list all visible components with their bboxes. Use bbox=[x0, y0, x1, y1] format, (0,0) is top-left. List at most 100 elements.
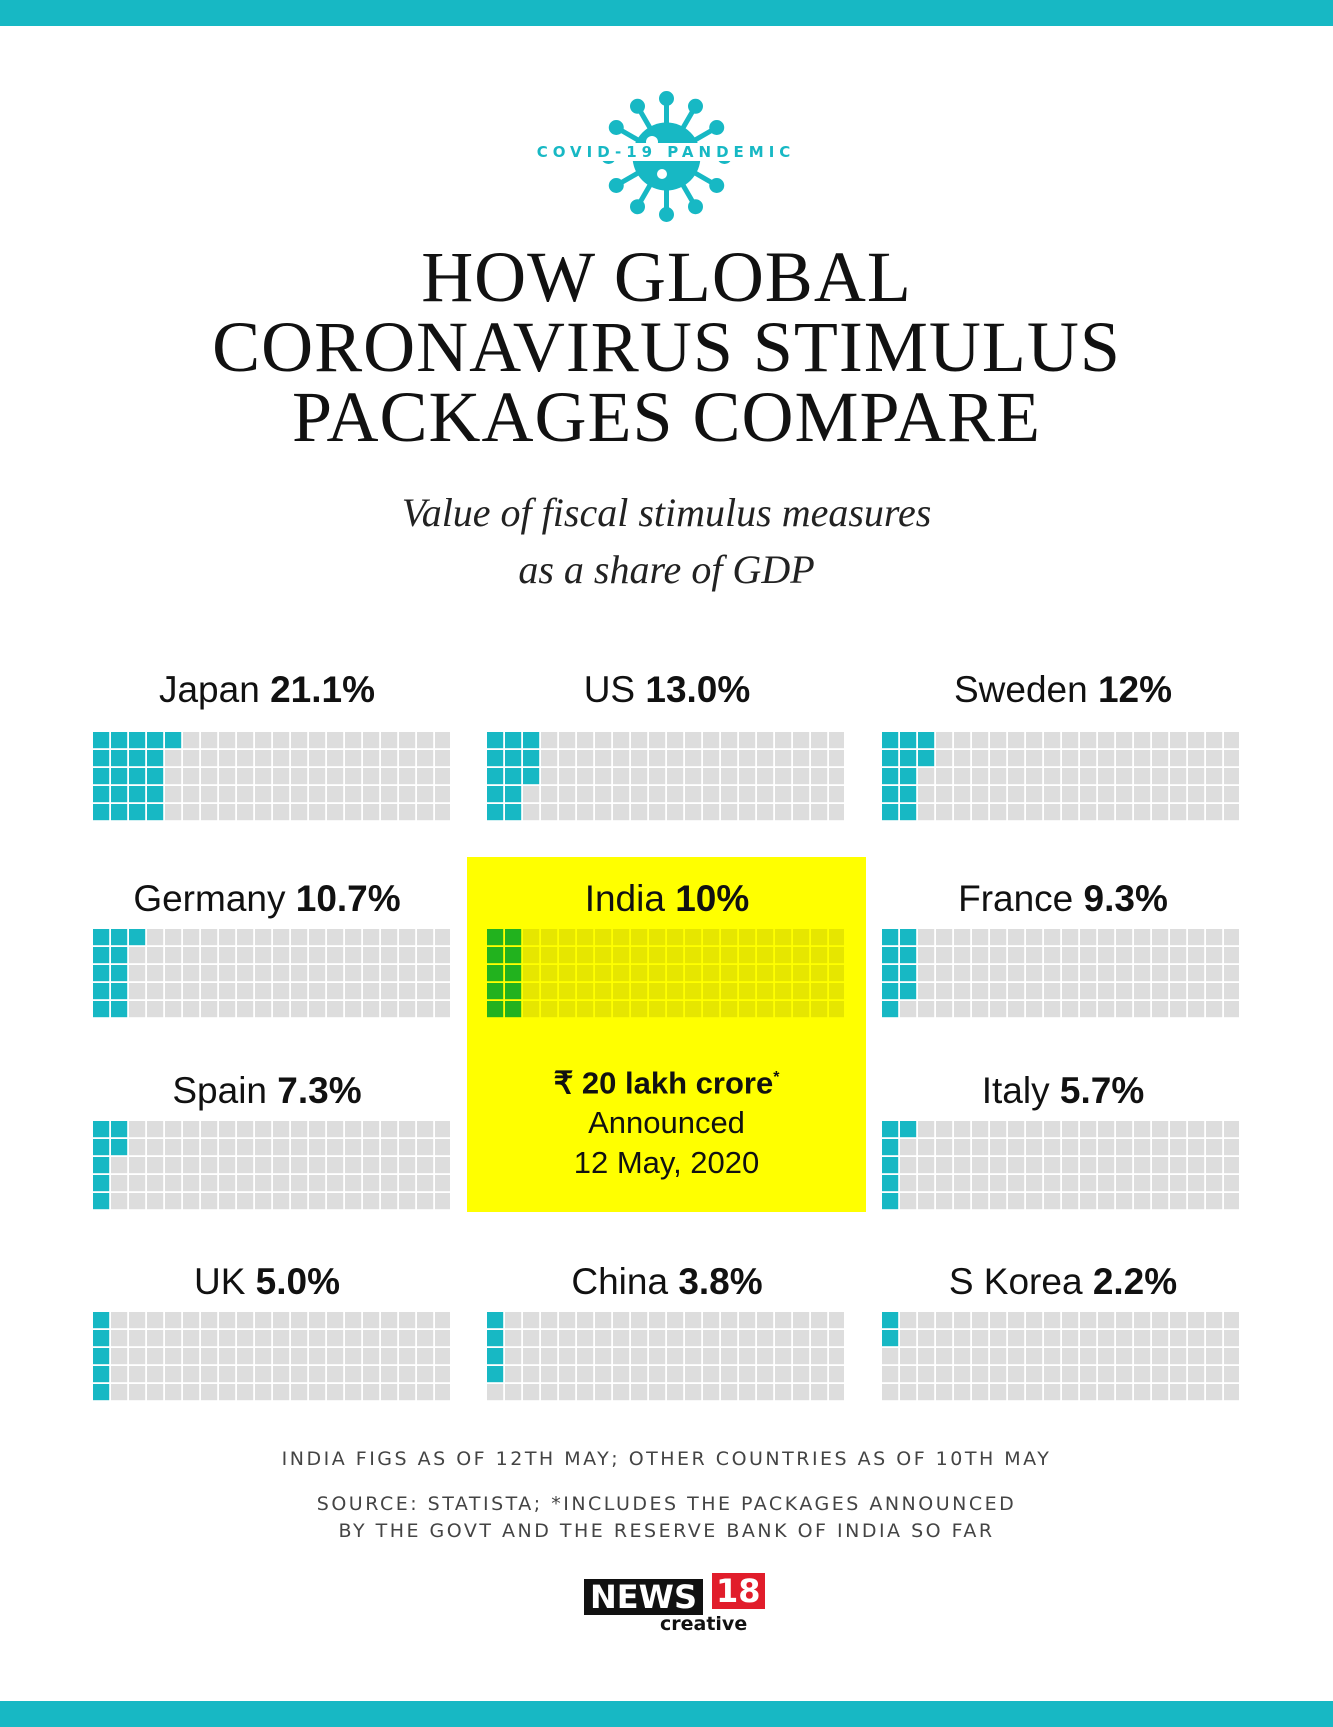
waffle-cell-china-empty bbox=[649, 1330, 666, 1347]
waffle-cell-italy-empty bbox=[1008, 1193, 1025, 1210]
waffle-cell-france-empty bbox=[1206, 965, 1223, 982]
waffle-cell-s-korea-empty bbox=[1224, 1384, 1239, 1401]
waffle-cell-italy-empty bbox=[972, 1139, 989, 1156]
waffle-cell-china-empty bbox=[685, 1384, 702, 1401]
waffle-cell-uk-empty bbox=[129, 1366, 146, 1383]
waffle-cell-s-korea-empty bbox=[1080, 1312, 1097, 1329]
waffle-cell-italy-empty bbox=[1134, 1139, 1151, 1156]
label-france: France 9.3% bbox=[958, 878, 1168, 919]
waffle-cell-japan-empty bbox=[417, 750, 434, 767]
waffle-cell-japan-empty bbox=[183, 750, 200, 767]
waffle-cell-sweden-empty bbox=[1098, 804, 1115, 821]
waffle-cell-sweden-empty bbox=[954, 768, 971, 785]
waffle-cell-spain-empty bbox=[363, 1157, 380, 1174]
waffle-cell-s-korea-empty bbox=[1152, 1348, 1169, 1365]
waffle-cell-us-filled bbox=[487, 768, 504, 785]
waffle-cell-uk-empty bbox=[381, 1330, 398, 1347]
waffle-cell-germany-empty bbox=[147, 929, 164, 946]
source-line: BY THE GOVT AND THE RESERVE BANK OF INDI… bbox=[338, 1520, 995, 1542]
waffle-cell-sweden-empty bbox=[1026, 804, 1043, 821]
waffle-cell-japan-filled bbox=[111, 750, 128, 767]
waffle-cell-s-korea-empty bbox=[936, 1330, 953, 1347]
waffle-cell-sweden-empty bbox=[990, 750, 1007, 767]
waffle-cell-uk-filled bbox=[93, 1366, 110, 1383]
waffle-cell-spain-empty bbox=[111, 1157, 128, 1174]
waffle-cell-uk-filled bbox=[93, 1312, 110, 1329]
waffle-cell-china-empty bbox=[775, 1384, 792, 1401]
waffle-cell-china-empty bbox=[775, 1366, 792, 1383]
waffle-cell-india-empty bbox=[757, 983, 774, 1000]
waffle-cell-uk-empty bbox=[219, 1330, 236, 1347]
waffle-cell-us-empty bbox=[667, 732, 684, 749]
waffle-cell-italy-empty bbox=[1224, 1175, 1239, 1192]
waffle-cell-germany-empty bbox=[381, 983, 398, 1000]
waffle-cell-china-empty bbox=[793, 1366, 810, 1383]
waffle-cell-italy-empty bbox=[918, 1139, 935, 1156]
waffle-cell-china-empty bbox=[739, 1330, 756, 1347]
waffle-cell-uk-empty bbox=[219, 1312, 236, 1329]
waffle-cell-spain-empty bbox=[147, 1175, 164, 1192]
waffle-cell-sweden-empty bbox=[1152, 732, 1169, 749]
waffle-cell-germany-empty bbox=[201, 947, 218, 964]
waffle-cell-india-empty bbox=[631, 965, 648, 982]
waffle-cell-spain-filled bbox=[111, 1139, 128, 1156]
waffle-cell-india-empty bbox=[757, 965, 774, 982]
waffle-cell-japan-empty bbox=[183, 804, 200, 821]
waffle-cell-japan-empty bbox=[273, 732, 290, 749]
waffle-cell-us-empty bbox=[721, 804, 738, 821]
waffle-cell-germany-empty bbox=[309, 1001, 326, 1018]
waffle-cell-india-empty bbox=[775, 1001, 792, 1018]
waffle-cell-uk-empty bbox=[435, 1384, 450, 1401]
waffle-cell-spain-empty bbox=[309, 1175, 326, 1192]
waffle-cell-uk-empty bbox=[327, 1348, 344, 1365]
waffle-cell-spain-empty bbox=[237, 1193, 254, 1210]
waffle-cell-india-empty bbox=[811, 947, 828, 964]
waffle-cell-france-empty bbox=[1062, 929, 1079, 946]
waffle-cell-germany-empty bbox=[129, 1001, 146, 1018]
waffle-cell-spain-empty bbox=[201, 1193, 218, 1210]
waffle-cell-france-empty bbox=[1098, 1001, 1115, 1018]
waffle-cell-spain-empty bbox=[255, 1121, 272, 1138]
waffle-cell-germany-filled bbox=[93, 947, 110, 964]
waffle-cell-us-empty bbox=[703, 786, 720, 803]
waffle-cell-india-empty bbox=[793, 947, 810, 964]
waffle-cell-spain-empty bbox=[381, 1175, 398, 1192]
waffle-cell-india-empty bbox=[559, 983, 576, 1000]
waffle-cell-uk-empty bbox=[183, 1348, 200, 1365]
waffle-cell-china-empty bbox=[613, 1312, 630, 1329]
waffle-cell-italy-empty bbox=[1062, 1139, 1079, 1156]
waffle-cell-italy-empty bbox=[990, 1121, 1007, 1138]
waffle-cell-spain-filled bbox=[93, 1139, 110, 1156]
waffle-cell-france-empty bbox=[1170, 929, 1187, 946]
waffle-cell-spain-empty bbox=[435, 1157, 450, 1174]
waffle-cell-uk-empty bbox=[399, 1330, 416, 1347]
waffle-cell-china-empty bbox=[775, 1348, 792, 1365]
waffle-cell-sweden-empty bbox=[1224, 786, 1239, 803]
waffle-cell-india-empty bbox=[649, 983, 666, 1000]
waffle-cell-japan-empty bbox=[255, 804, 272, 821]
waffle-cell-sweden-empty bbox=[1062, 804, 1079, 821]
waffle-cell-china-empty bbox=[775, 1330, 792, 1347]
waffle-cell-uk-filled bbox=[93, 1330, 110, 1347]
waffle-cell-france-empty bbox=[1044, 929, 1061, 946]
waffle-cell-japan-empty bbox=[219, 750, 236, 767]
waffle-cell-sweden-filled bbox=[882, 768, 899, 785]
waffle-cell-china-empty bbox=[541, 1384, 558, 1401]
waffle-cell-china-empty bbox=[577, 1348, 594, 1365]
waffle-cell-italy-empty bbox=[900, 1157, 917, 1174]
waffle-cell-china-empty bbox=[649, 1312, 666, 1329]
waffle-cell-france-empty bbox=[1170, 1001, 1187, 1018]
waffle-cell-italy-empty bbox=[1152, 1121, 1169, 1138]
waffle-cell-india-empty bbox=[541, 983, 558, 1000]
waffle-cell-sweden-filled bbox=[900, 804, 917, 821]
waffle-cell-china-empty bbox=[631, 1312, 648, 1329]
waffle-cell-s-korea-empty bbox=[1026, 1312, 1043, 1329]
waffle-cell-spain-empty bbox=[273, 1175, 290, 1192]
waffle-cell-germany-empty bbox=[183, 929, 200, 946]
waffle-cell-japan-filled bbox=[129, 786, 146, 803]
waffle-cell-us-empty bbox=[757, 768, 774, 785]
waffle-cell-us-empty bbox=[631, 732, 648, 749]
waffle-cell-china-empty bbox=[793, 1330, 810, 1347]
waffle-cell-us-empty bbox=[541, 750, 558, 767]
waffle-cell-italy-empty bbox=[1098, 1157, 1115, 1174]
